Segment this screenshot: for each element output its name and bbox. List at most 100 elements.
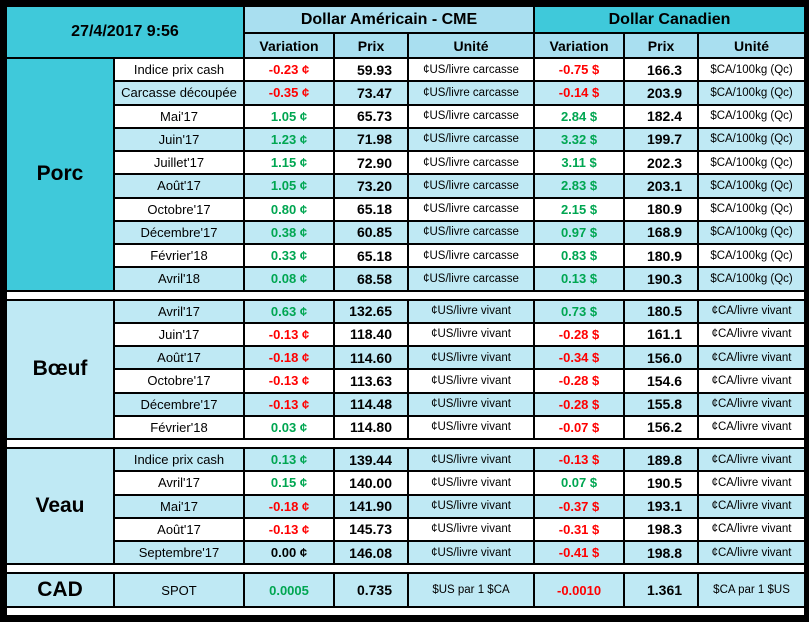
- us-variation-value: -0.18 ¢: [243, 493, 335, 519]
- ca-unite-header: Unité: [697, 32, 807, 59]
- table-row: Octobre'17 -0.13 ¢ 113.63 ¢US/livre vivant -…: [6, 368, 807, 394]
- us-variation-value: 0.08 ¢: [243, 266, 335, 292]
- ca-price-value: 193.1: [623, 493, 700, 519]
- ca-unit-label: $CA/100kg (Qc): [697, 80, 807, 106]
- us-variation-value: 1.23 ¢: [243, 126, 335, 153]
- table-row: Mai'17 1.05 ¢ 65.73 ¢US/livre carcasse 2.84 …: [6, 103, 807, 129]
- header-row-groups: 27/4/2017 9:56 Dollar Américain - CME Do…: [5, 5, 807, 59]
- ca-variation-value: 0.07 $: [533, 470, 626, 496]
- table-row: Février'18 0.33 ¢ 65.18 ¢US/livre carcasse 0…: [6, 242, 807, 269]
- us-price-value: 132.65: [333, 298, 409, 324]
- row-label: Indice prix cash: [113, 446, 245, 473]
- table-row: Avril'17 0.15 ¢ 140.00 ¢US/livre vivant 0.07…: [6, 470, 807, 496]
- table-row: Juin'17 -0.13 ¢ 118.40 ¢US/livre vivant -0.2…: [6, 321, 807, 348]
- us-price-value: 73.47: [333, 80, 409, 106]
- us-variation-value: 0.03 ¢: [243, 414, 335, 441]
- us-unit-label: ¢US/livre vivant: [406, 470, 536, 496]
- section-separator: [4, 289, 807, 301]
- row-label: Avril'17: [113, 470, 245, 496]
- ca-price-value: 202.3: [623, 149, 700, 176]
- table-row: Avril'18 0.08 ¢ 68.58 ¢US/livre carcasse 0.1…: [6, 266, 807, 292]
- us-price-value: 0.735: [333, 572, 409, 608]
- us-unit-label: ¢US/livre carcasse: [406, 219, 536, 246]
- table-row: Octobre'17 0.80 ¢ 65.18 ¢US/livre carcasse 2…: [6, 196, 807, 222]
- us-price-value: 114.48: [333, 391, 409, 417]
- ca-variation-value: 0.83 $: [533, 242, 626, 269]
- row-label: Juin'17: [113, 126, 245, 153]
- us-price-value: 68.58: [333, 266, 409, 292]
- header-row-columns: Variation Prix Unité Variation Prix Unit…: [6, 32, 807, 59]
- table-row: Août'17 -0.13 ¢ 145.73 ¢US/livre vivant -0.3…: [6, 516, 807, 543]
- us-unit-label: ¢US/livre carcasse: [406, 149, 536, 176]
- ca-variation-value: -0.14 $: [533, 80, 626, 106]
- section-separator-bar: [4, 289, 807, 301]
- us-price-value: 71.98: [333, 126, 409, 153]
- ca-variation-value: -0.0010: [533, 572, 626, 608]
- ca-unit-label: $CA/100kg (Qc): [697, 56, 807, 83]
- price-table: 27/4/2017 9:56 Dollar Américain - CME Do…: [4, 5, 807, 617]
- ca-variation-value: -0.37 $: [533, 493, 626, 519]
- us-unit-label: ¢US/livre carcasse: [406, 126, 536, 153]
- ca-price-value: 180.5: [623, 298, 700, 324]
- row-label: SPOT: [113, 572, 245, 608]
- row-label: Indice prix cash: [113, 56, 245, 83]
- row-label: Juillet'17: [113, 149, 245, 176]
- us-price-value: 146.08: [333, 539, 409, 566]
- ca-unit-label: ¢CA/livre vivant: [697, 493, 807, 519]
- ca-price-value: 156.0: [623, 344, 700, 371]
- ca-price-value: 161.1: [623, 321, 700, 348]
- us-variation-value: -0.13 ¢: [243, 321, 335, 348]
- us-unit-label: ¢US/livre vivant: [406, 516, 536, 543]
- us-variation-value: -0.18 ¢: [243, 344, 335, 371]
- section-separator: [4, 606, 807, 617]
- row-label: Août'17: [113, 516, 245, 543]
- ca-variation-value: 3.11 $: [533, 149, 626, 176]
- ca-variation-value: -0.31 $: [533, 516, 626, 543]
- ca-price-value: 190.5: [623, 470, 700, 496]
- us-unit-label: ¢US/livre vivant: [406, 321, 536, 348]
- ca-dollar-group-header: Dollar Canadien: [533, 5, 807, 34]
- us-unit-label: ¢US/livre carcasse: [406, 242, 536, 269]
- row-label: Octobre'17: [113, 196, 245, 222]
- ca-price-value: 180.9: [623, 242, 700, 269]
- ca-unit-label: $CA/100kg (Qc): [697, 219, 807, 246]
- ca-unit-label: ¢CA/livre vivant: [697, 368, 807, 394]
- row-label: Mai'17: [113, 493, 245, 519]
- table-row: Décembre'17 -0.13 ¢ 114.48 ¢US/livre vivant…: [6, 391, 807, 417]
- table-row: Février'18 0.03 ¢ 114.80 ¢US/livre vivant -0…: [6, 414, 807, 441]
- table-row: Juin'17 1.23 ¢ 71.98 ¢US/livre carcasse 3.32…: [6, 126, 807, 153]
- us-variation-value: -0.23 ¢: [243, 56, 335, 83]
- ca-unit-label: ¢CA/livre vivant: [697, 516, 807, 543]
- us-variation-value: 0.80 ¢: [243, 196, 335, 222]
- us-prix-header: Prix: [333, 32, 409, 59]
- table-row: Août'17 1.05 ¢ 73.20 ¢US/livre carcasse 2.83…: [6, 173, 807, 199]
- ca-variation-value: -0.28 $: [533, 391, 626, 417]
- ca-price-value: 166.3: [623, 56, 700, 83]
- table-row: Septembre'17 0.00 ¢ 146.08 ¢US/livre vivant…: [6, 539, 807, 566]
- us-price-value: 65.73: [333, 103, 409, 129]
- us-dollar-group-header: Dollar Américain - CME: [242, 5, 536, 34]
- ca-price-value: 203.9: [623, 80, 700, 106]
- us-unit-label: ¢US/livre vivant: [406, 368, 536, 394]
- table-row: CAD SPOT 0.0005 0.735 $US par 1 $CA -0.0010 1.…: [5, 572, 807, 608]
- ca-variation-value: 0.73 $: [533, 298, 626, 324]
- us-price-value: 72.90: [333, 149, 409, 176]
- ca-variation-value: -0.41 $: [533, 539, 626, 566]
- table-row: Juillet'17 1.15 ¢ 72.90 ¢US/livre carcasse 3…: [6, 149, 807, 176]
- table-row: Août'17 -0.18 ¢ 114.60 ¢US/livre vivant -0.3…: [6, 344, 807, 371]
- ca-variation-value: 2.15 $: [533, 196, 626, 222]
- ca-price-value: 155.8: [623, 391, 700, 417]
- section-separator: [4, 438, 807, 449]
- us-variation-value: -0.13 ¢: [243, 516, 335, 543]
- row-label: Mai'17: [113, 103, 245, 129]
- section-label: CAD: [5, 572, 115, 608]
- section-separator-bar: [4, 438, 807, 449]
- ca-price-value: 1.361: [623, 572, 700, 608]
- ca-price-value: 154.6: [623, 368, 700, 394]
- ca-unit-label: ¢CA/livre vivant: [697, 391, 807, 417]
- report-timestamp: 27/4/2017 9:56: [5, 5, 245, 59]
- us-price-value: 140.00: [333, 470, 409, 496]
- us-unit-label: ¢US/livre carcasse: [406, 173, 536, 199]
- ca-price-value: 198.8: [623, 539, 700, 566]
- us-unit-label: ¢US/livre vivant: [406, 298, 536, 324]
